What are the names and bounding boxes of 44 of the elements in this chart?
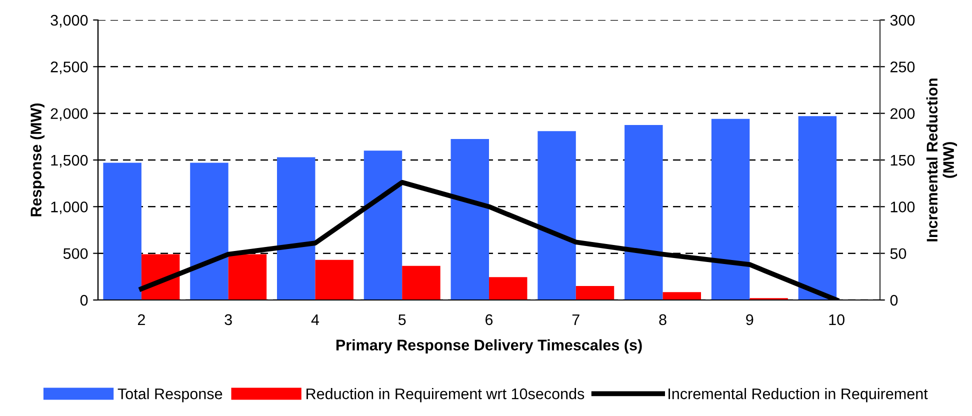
legend-label: Total Response [118, 388, 222, 402]
bar [711, 118, 750, 300]
x-tick-label: 4 [311, 314, 320, 325]
y-axis-title: Response (MW) [30, 103, 44, 216]
bar [190, 162, 228, 300]
y-tick-label: 2,000 [50, 108, 88, 121]
x-tick-label: 7 [572, 314, 580, 325]
legend-label: Reduction in Requirement wrt 10seconds [306, 388, 584, 402]
y-tick-label: 2,500 [50, 62, 88, 74]
y2-tick-label: 50 [890, 248, 906, 260]
x-tick-label: 6 [486, 314, 493, 326]
y2-axis-title: Incremental Reduction (MW) [926, 78, 958, 242]
y-tick-label: 3,000 [50, 14, 88, 28]
legend-label: Incremental Reduction in Requirement [668, 388, 928, 402]
y-tick-label: 1,000 [51, 202, 88, 214]
y-tick-label: 1,500 [51, 154, 88, 168]
y-tick-label: 0 [80, 294, 88, 306]
x-tick-label: 3 [224, 314, 232, 326]
y-tick-label: 500 [63, 248, 88, 260]
bar [576, 286, 614, 300]
y2-tick-label: 0 [890, 294, 898, 306]
y2-tick-label: 300 [890, 14, 915, 26]
bar [798, 116, 837, 300]
bar [315, 260, 354, 300]
x-tick-label: 5 [398, 314, 406, 326]
x-axis-title: Primary Response Delivery Timescales (s) [336, 339, 642, 354]
x-tick-label: 10 [829, 314, 844, 326]
bar [364, 150, 402, 300]
bar [489, 277, 528, 300]
y2-tick-label: 100 [890, 202, 915, 212]
y2-tick-label: 250 [890, 62, 915, 72]
bar [662, 292, 702, 300]
bar [624, 125, 663, 300]
y2-tick-label: 150 [890, 154, 915, 166]
bar [228, 254, 267, 300]
x-tick-label: 8 [659, 314, 666, 326]
y2-tick-label: 200 [890, 108, 915, 120]
bar [450, 139, 489, 300]
x-tick-label: 2 [138, 314, 145, 325]
bar [538, 131, 576, 300]
bar [402, 266, 440, 300]
bar [276, 157, 316, 300]
bar [103, 162, 142, 300]
x-tick-label: 9 [746, 314, 754, 326]
